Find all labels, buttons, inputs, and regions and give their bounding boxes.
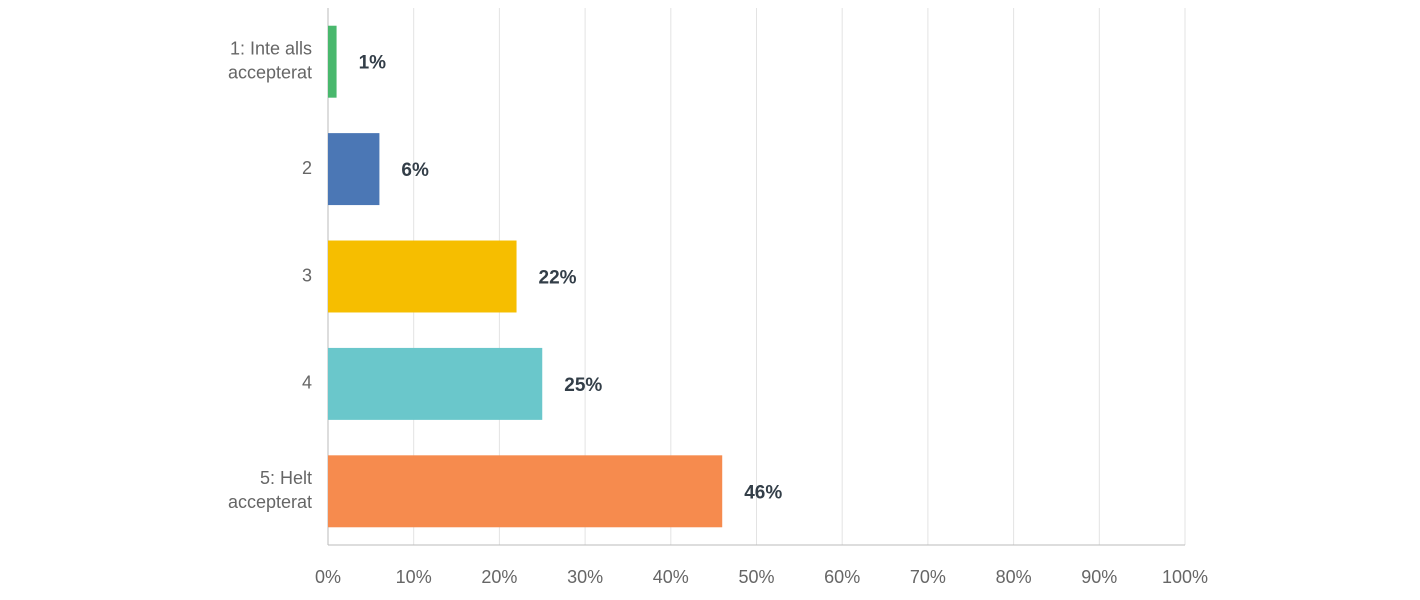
value-label: 22% [539,268,577,289]
x-tick-label: 20% [481,567,517,587]
y-tick-label: 1: Inte alls [230,38,312,58]
value-label: 6% [401,160,429,181]
x-tick-label: 10% [396,567,432,587]
x-tick-label: 30% [567,567,603,587]
bar [328,240,517,313]
y-tick-label: 4 [302,373,312,393]
x-tick-label: 60% [824,567,860,587]
bar [328,133,380,206]
value-label: 1% [359,53,387,74]
bar [328,455,723,528]
y-tick-label: 5: Helt [260,468,312,488]
y-tick-label: 2 [302,158,312,178]
x-tick-label: 90% [1081,567,1117,587]
value-label: 25% [564,375,602,396]
x-tick-label: 100% [1162,567,1208,587]
y-tick-label: 3 [302,265,312,285]
bar [328,347,543,420]
value-label: 46% [744,482,782,503]
x-tick-label: 40% [653,567,689,587]
y-tick-label: accepterat [228,62,312,82]
bar [328,25,337,98]
x-tick-label: 0% [315,567,341,587]
x-tick-label: 70% [910,567,946,587]
y-tick-label: accepterat [228,492,312,512]
x-tick-label: 80% [996,567,1032,587]
x-tick-label: 50% [738,567,774,587]
